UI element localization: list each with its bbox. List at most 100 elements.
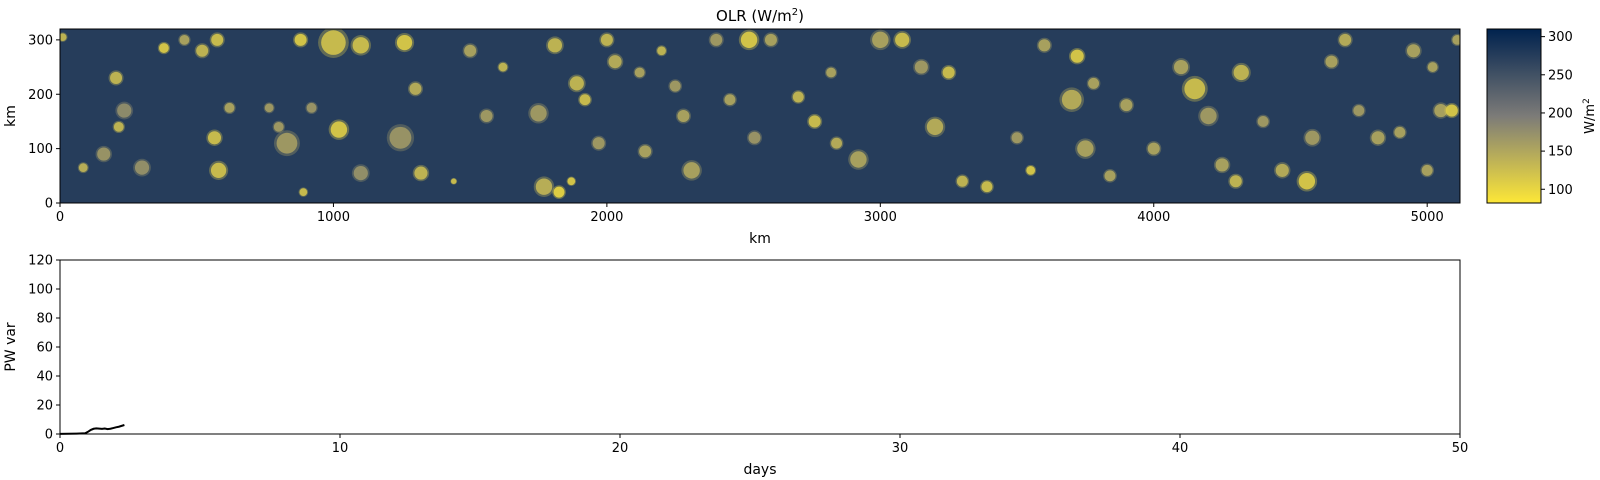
line-axes-frame bbox=[59, 259, 1461, 435]
olr-cell bbox=[677, 109, 690, 123]
colorbar-tick-label: 100 bbox=[1548, 183, 1573, 198]
y-tick-label: 80 bbox=[36, 312, 53, 327]
olr-cell bbox=[547, 38, 563, 53]
olr-cell bbox=[669, 80, 681, 92]
y-tick-label: 100 bbox=[28, 142, 53, 157]
olr-cell bbox=[1184, 78, 1206, 100]
olr-cell bbox=[683, 162, 700, 179]
olr-cell bbox=[480, 109, 493, 123]
olr-cell bbox=[1434, 104, 1448, 118]
line-xlabel: days bbox=[743, 462, 776, 478]
olr-cell bbox=[1200, 107, 1217, 125]
x-tick-label: 3000 bbox=[864, 210, 897, 225]
olr-cell bbox=[831, 137, 843, 149]
x-tick-label: 2000 bbox=[590, 210, 623, 225]
olr-cell bbox=[748, 131, 761, 144]
olr-cell bbox=[724, 94, 736, 106]
olr-cell bbox=[330, 121, 348, 138]
olr-cell bbox=[196, 44, 209, 57]
heatmap-xlabel: km bbox=[749, 231, 771, 247]
heatmap-cells bbox=[60, 29, 1460, 199]
y-tick-label: 0 bbox=[45, 428, 53, 443]
olr-cell bbox=[1011, 132, 1023, 144]
olr-cell bbox=[1445, 104, 1458, 117]
olr-cell bbox=[414, 166, 428, 180]
olr-cell bbox=[1406, 44, 1421, 58]
olr-cell bbox=[78, 163, 88, 173]
y-tick-label: 100 bbox=[28, 283, 53, 298]
olr-cell bbox=[1061, 89, 1082, 110]
olr-cell bbox=[826, 67, 837, 78]
olr-cell bbox=[451, 178, 457, 184]
olr-cell bbox=[608, 55, 622, 69]
olr-cell bbox=[1421, 164, 1433, 176]
line-ylabel: PW var bbox=[3, 322, 19, 372]
olr-cell bbox=[1070, 49, 1084, 63]
olr-cell bbox=[592, 137, 605, 150]
olr-cell bbox=[1077, 140, 1094, 157]
olr-cell bbox=[1298, 173, 1316, 190]
olr-cell bbox=[657, 46, 666, 56]
olr-cell bbox=[97, 147, 111, 161]
olr-cell bbox=[872, 31, 889, 49]
olr-cell bbox=[764, 33, 777, 46]
olr-cell bbox=[579, 94, 591, 106]
olr-cell bbox=[1104, 170, 1116, 182]
olr-cell bbox=[567, 177, 576, 186]
olr-cell bbox=[352, 37, 369, 54]
colorbar-label: W/m2 bbox=[1582, 98, 1598, 134]
olr-cell bbox=[276, 132, 298, 154]
olr-cell bbox=[808, 115, 821, 128]
pw-var-line bbox=[59, 424, 125, 435]
olr-cell bbox=[207, 131, 222, 145]
y-tick-label: 60 bbox=[36, 341, 53, 356]
olr-cell bbox=[1305, 130, 1320, 145]
olr-cell bbox=[850, 151, 867, 168]
x-tick-label: 0 bbox=[56, 441, 64, 456]
olr-cell bbox=[1173, 59, 1189, 75]
y-tick-label: 200 bbox=[28, 88, 53, 103]
olr-cell bbox=[535, 178, 553, 195]
x-tick-label: 1000 bbox=[317, 210, 350, 225]
olr-cell bbox=[1147, 142, 1160, 155]
olr-cell bbox=[210, 162, 227, 179]
colorbar: 100 150 200 250 300 W/m2 bbox=[1486, 28, 1598, 204]
olr-cell bbox=[639, 145, 652, 158]
olr-cell bbox=[792, 91, 804, 103]
olr-cell bbox=[1088, 77, 1100, 89]
olr-cell bbox=[1275, 163, 1289, 177]
x-tick-label: 10 bbox=[332, 441, 349, 456]
heatmap-title: OLR (W/m2) bbox=[716, 7, 804, 25]
colorbar-ticks: 100 150 200 250 300 bbox=[1541, 30, 1573, 198]
y-tick-label: 300 bbox=[28, 33, 53, 48]
olr-cell bbox=[464, 44, 477, 57]
olr-cell bbox=[1026, 166, 1036, 175]
olr-cell bbox=[914, 60, 928, 74]
line-y-ticks: 0 20 40 60 80 100 120 bbox=[28, 254, 60, 443]
olr-cell bbox=[1427, 62, 1438, 72]
olr-cell bbox=[1038, 39, 1051, 52]
y-tick-label: 120 bbox=[28, 254, 53, 269]
x-tick-label: 4000 bbox=[1137, 210, 1170, 225]
olr-cell bbox=[1215, 158, 1229, 172]
olr-cell bbox=[1371, 131, 1385, 145]
olr-cell bbox=[113, 121, 124, 132]
olr-cell bbox=[530, 105, 547, 122]
colorbar-tick-label: 150 bbox=[1548, 145, 1573, 160]
y-tick-label: 40 bbox=[36, 370, 53, 385]
olr-cell bbox=[264, 103, 274, 113]
x-tick-label: 20 bbox=[612, 441, 629, 456]
olr-cell bbox=[299, 188, 308, 196]
olr-cell bbox=[60, 33, 67, 41]
x-tick-label: 0 bbox=[56, 210, 64, 225]
y-tick-label: 20 bbox=[36, 399, 53, 414]
heatmap-x-ticks: 0 1000 2000 3000 4000 5000 bbox=[56, 203, 1444, 225]
olr-cell bbox=[956, 175, 968, 187]
olr-cell bbox=[134, 160, 150, 175]
olr-cell bbox=[981, 181, 993, 193]
olr-cell bbox=[1339, 33, 1352, 46]
olr-cell bbox=[1233, 64, 1249, 81]
heatmap-ylabel: km bbox=[3, 105, 19, 127]
heatmap-y-ticks: 0 100 200 300 bbox=[28, 33, 60, 212]
